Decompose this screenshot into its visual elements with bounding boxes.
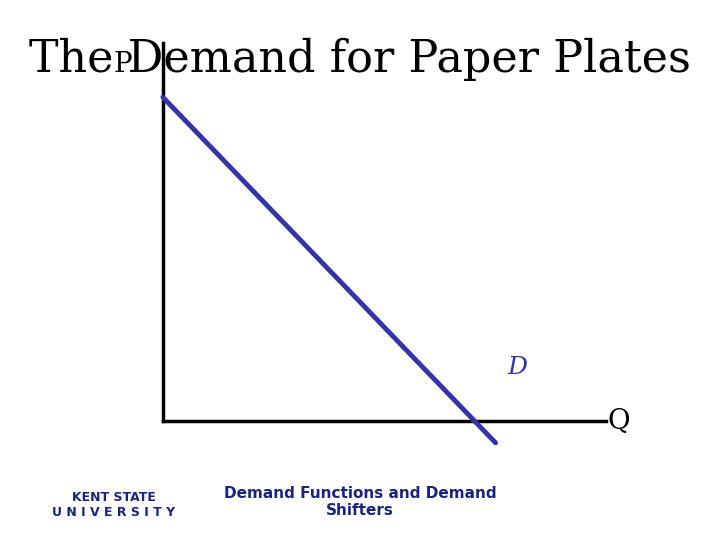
Text: P: P [114, 51, 132, 78]
Text: D: D [508, 356, 528, 379]
Text: The Demand for Paper Plates: The Demand for Paper Plates [29, 38, 691, 81]
Text: Demand Functions and Demand
Shifters: Demand Functions and Demand Shifters [224, 486, 496, 518]
Text: KENT STATE
U N I V E R S I T Y: KENT STATE U N I V E R S I T Y [52, 491, 175, 519]
Text: Q: Q [608, 408, 630, 435]
